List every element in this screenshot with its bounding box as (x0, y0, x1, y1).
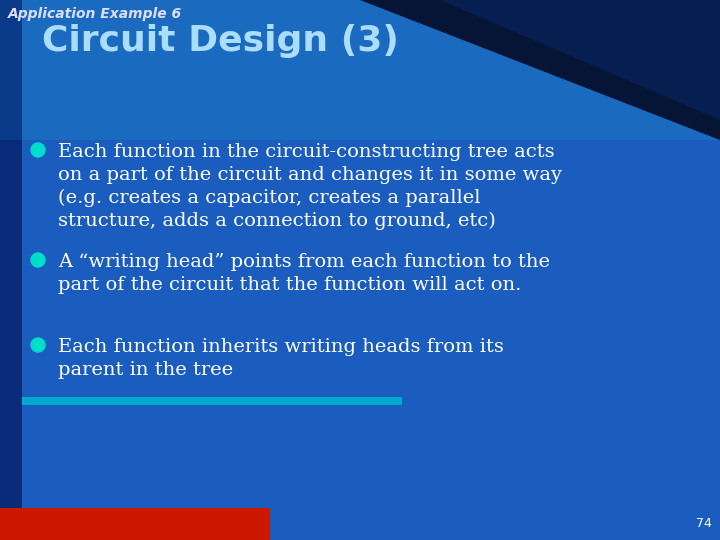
Text: Each function in the circuit-constructing tree acts
on a part of the circuit and: Each function in the circuit-constructin… (58, 143, 562, 231)
Bar (0, 508, 270, 540)
Text: Circuit Design (3): Circuit Design (3) (42, 24, 399, 58)
Circle shape (31, 338, 45, 352)
Text: Application Example 6: Application Example 6 (8, 7, 182, 21)
Text: A “writing head” points from each function to the
part of the circuit that the f: A “writing head” points from each functi… (58, 253, 550, 294)
Circle shape (31, 253, 45, 267)
Polygon shape (440, 0, 720, 120)
Text: 74: 74 (696, 517, 712, 530)
Bar (0, 0, 22, 140)
Text: Each function inherits writing heads from its
parent in the tree: Each function inherits writing heads fro… (58, 338, 504, 379)
Bar (0, 0, 720, 140)
Polygon shape (360, 0, 720, 140)
Bar (22, 397, 402, 405)
Bar (0, 140, 22, 540)
Circle shape (31, 143, 45, 157)
